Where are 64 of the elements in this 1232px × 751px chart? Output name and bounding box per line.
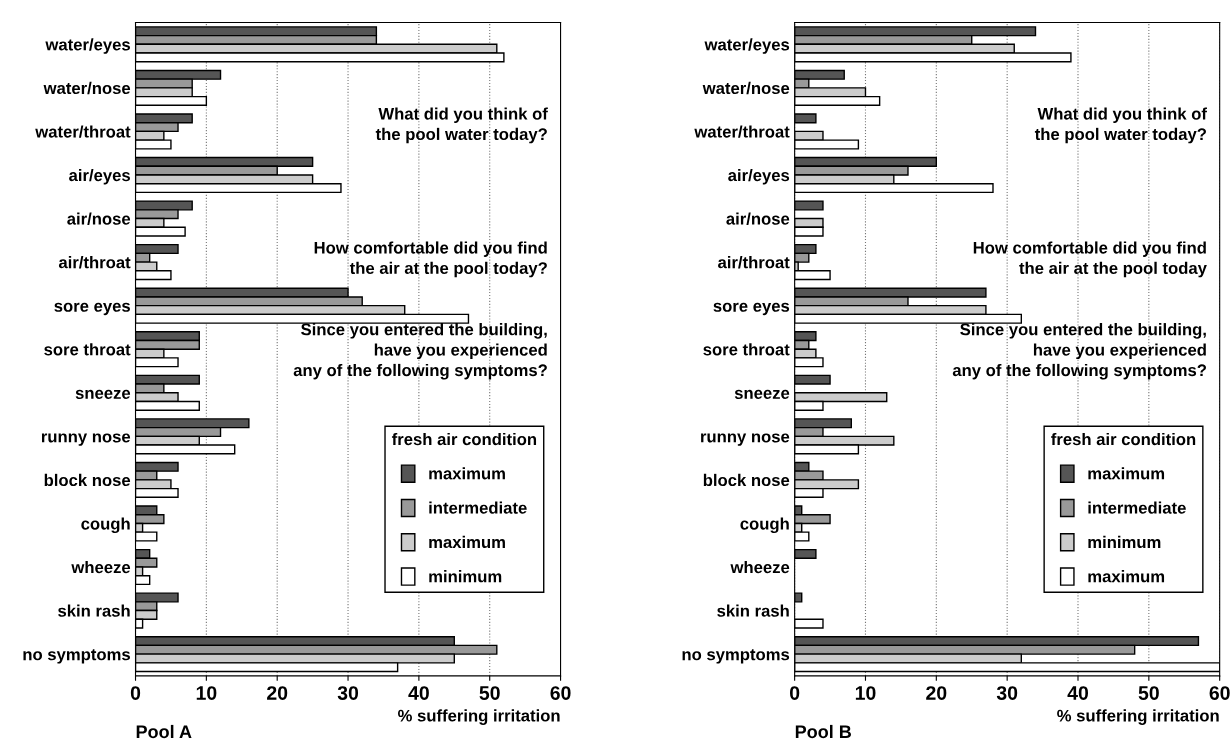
x-tick-label: 50 bbox=[1138, 686, 1159, 700]
y-tick-label: air/nose bbox=[67, 212, 131, 225]
y-tick-label: air/nose bbox=[726, 212, 790, 225]
y-tick-label: sore eyes bbox=[54, 302, 130, 316]
y-tick-label: water/eyes bbox=[704, 38, 790, 54]
y-tick-label: water/eyes bbox=[45, 38, 130, 54]
legend-title: fresh air condition bbox=[391, 432, 537, 446]
y-tick-label: wheeze bbox=[71, 560, 131, 574]
x-tick-label: 20 bbox=[926, 686, 947, 700]
x-tick-label: 60 bbox=[550, 686, 571, 700]
y-tick-label: water/throat bbox=[694, 125, 790, 138]
text: Pool A bbox=[136, 724, 192, 739]
y-tick-label: skin rash bbox=[58, 604, 130, 617]
legend-title: fresh air condition bbox=[1051, 432, 1196, 446]
y-tick-label: air/throat bbox=[718, 256, 790, 269]
y-tick-label: skin rash bbox=[717, 604, 789, 617]
annotation: How comfortable did you find the air at the pool today? bbox=[314, 241, 547, 278]
x-tick-label: 10 bbox=[196, 686, 217, 700]
annotation: What did you think of the pool water today? bbox=[1034, 107, 1207, 144]
y-tick-label: no symptoms bbox=[23, 649, 130, 664]
x-tick-label: 40 bbox=[1067, 686, 1089, 700]
y-tick-label: sore throat bbox=[703, 343, 790, 356]
legend-label: maximum bbox=[429, 535, 505, 549]
x-tick-label: 0 bbox=[790, 686, 800, 700]
x-tick-label: 40 bbox=[408, 686, 429, 700]
x-tick-label: 30 bbox=[996, 686, 1018, 700]
y-tick-label: sneeze bbox=[75, 389, 131, 399]
legend-label: intermediate bbox=[429, 501, 527, 514]
annotation: Since you entered the building, have you experienced any of the following symptoms? bbox=[293, 323, 547, 380]
legend-label: maximum bbox=[429, 467, 505, 480]
annotation: What did you think of the pool water today? bbox=[375, 107, 548, 144]
y-tick-label: air/throat bbox=[58, 256, 131, 269]
y-tick-label: sneeze bbox=[734, 389, 790, 399]
x-tick-label: 30 bbox=[337, 686, 359, 700]
y-tick-label: water/nose bbox=[702, 81, 790, 95]
x-axis-title: % suffering irritation bbox=[1057, 709, 1219, 725]
legend-label: minimum bbox=[429, 570, 502, 583]
legend-label: minimum bbox=[1088, 535, 1161, 549]
legend-label: intermediate bbox=[1088, 501, 1186, 514]
y-tick-label: runny nose bbox=[41, 433, 131, 446]
x-tick-label: 20 bbox=[267, 686, 288, 700]
x-tick-label: 60 bbox=[1209, 686, 1230, 700]
y-tick-label: air/eyes bbox=[69, 168, 130, 185]
annotation: How comfortable did you find the air at the pool today bbox=[973, 241, 1207, 278]
y-tick-label: sore eyes bbox=[713, 302, 790, 316]
y-tick-label: water/nose bbox=[43, 81, 131, 95]
y-tick-label: no symptoms bbox=[682, 649, 790, 664]
y-tick-label: water/throat bbox=[35, 125, 131, 138]
y-tick-label: block nose bbox=[44, 473, 131, 487]
y-tick-label: sore throat bbox=[44, 343, 131, 356]
y-tick-label: air/eyes bbox=[728, 168, 790, 185]
x-tick-label: 10 bbox=[855, 686, 876, 700]
y-tick-label: cough bbox=[740, 517, 789, 534]
annotation: Since you entered the building, have you experienced any of the following symptoms? bbox=[952, 323, 1206, 380]
y-tick-label: block nose bbox=[703, 473, 790, 487]
x-axis-title: % suffering irritation bbox=[398, 709, 560, 725]
y-tick-label: runny nose bbox=[701, 433, 790, 446]
x-tick-label: 50 bbox=[479, 686, 500, 700]
legend-label: maximum bbox=[1088, 570, 1165, 583]
text: Pool B bbox=[795, 724, 851, 739]
y-tick-label: wheeze bbox=[730, 560, 790, 574]
y-tick-label: cough bbox=[81, 517, 130, 534]
x-tick-label: 0 bbox=[130, 686, 141, 700]
legend-label: maximum bbox=[1088, 467, 1165, 480]
